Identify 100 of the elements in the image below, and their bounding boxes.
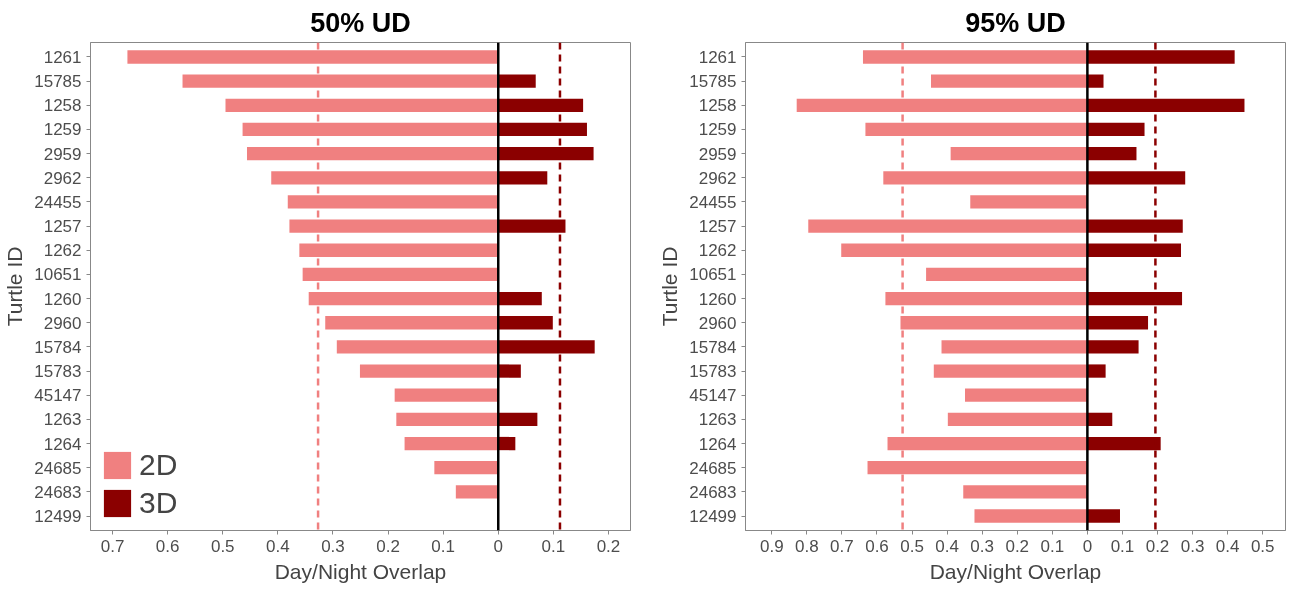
y-tick-label: 1260	[698, 289, 737, 309]
y-tick-label: 15784	[689, 337, 737, 357]
bar	[963, 485, 1088, 499]
y-tick-label: 1262	[43, 241, 82, 261]
bar	[970, 195, 1088, 209]
x-tick-label: 0.5	[1250, 536, 1275, 556]
x-tick-label: 0	[1082, 536, 1093, 556]
y-tick-label: 2960	[43, 313, 82, 333]
y-tick-label: 2959	[698, 144, 737, 164]
legend-label: 2D	[139, 448, 178, 482]
y-tick-label: 24683	[689, 482, 737, 502]
bar	[974, 509, 1088, 523]
bar	[404, 436, 499, 451]
y-tick-label: 10651	[34, 265, 82, 285]
bar	[336, 340, 499, 354]
y-tick-label: 1264	[43, 434, 82, 454]
y-tick-label: 1258	[43, 96, 82, 116]
y-tick-label: 1263	[43, 410, 82, 430]
chart-title: 50% UD	[310, 7, 411, 38]
y-axis-title: Turtle ID	[3, 246, 27, 327]
y-tick-label: 15785	[689, 72, 737, 92]
y-axis-title: Turtle ID	[658, 246, 682, 327]
x-tick-label: 0.7	[830, 536, 854, 556]
x-tick-label: 0	[493, 536, 503, 556]
bar	[965, 388, 1088, 402]
bar	[930, 74, 1088, 88]
bar	[1087, 122, 1145, 137]
bar	[1087, 316, 1149, 330]
y-tick-label: 15785	[34, 72, 82, 92]
x-tick-label: 0.5	[900, 536, 924, 556]
bar	[498, 316, 553, 330]
bar	[394, 388, 499, 402]
x-tick-label: 0.5	[210, 536, 235, 556]
y-tick-label: 2960	[698, 313, 737, 333]
y-tick-label: 24455	[34, 192, 82, 212]
y-tick-label: 10651	[689, 265, 737, 285]
y-tick-label: 2962	[698, 168, 737, 188]
x-tick-label: 0.3	[970, 536, 995, 556]
y-tick-label: 2962	[43, 168, 82, 188]
x-tick-label: 0.6	[155, 536, 180, 556]
y-tick-label: 45147	[689, 386, 737, 406]
bar	[1087, 509, 1120, 523]
x-tick-label: 0.4	[1215, 536, 1240, 556]
chart-title: 95% UD	[965, 7, 1066, 38]
x-tick-label: 0.9	[759, 536, 784, 556]
bar	[498, 291, 542, 306]
y-tick-label: 1259	[43, 120, 82, 140]
y-tick-label: 12499	[689, 507, 737, 526]
y-tick-label: 12499	[34, 507, 82, 526]
bar	[498, 364, 521, 378]
bar	[1087, 146, 1137, 161]
y-tick-label: 1259	[698, 120, 737, 140]
x-tick-label: 0.3	[1180, 536, 1205, 556]
y-tick-label: 1258	[698, 96, 737, 116]
x-tick-label: 0.2	[1145, 536, 1170, 556]
bar	[933, 364, 1088, 378]
x-tick-label: 0.2	[376, 536, 400, 556]
x-tick-label: 0.1	[1110, 536, 1135, 556]
y-tick-label: 1263	[698, 410, 737, 430]
bar	[1087, 412, 1113, 427]
bar	[498, 74, 536, 88]
x-tick-label: 0.4	[266, 536, 290, 556]
y-tick-label: 1261	[43, 48, 82, 67]
y-tick-label: 1260	[43, 289, 82, 309]
x-tick-label: 0.8	[795, 536, 819, 556]
y-tick-label: 24455	[689, 192, 737, 212]
bar	[455, 485, 499, 499]
bar	[1087, 340, 1139, 354]
bar	[947, 412, 1088, 427]
x-tick-label: 0.3	[321, 536, 345, 556]
x-tick-label: 0.4	[935, 536, 959, 556]
y-tick-label: 1257	[43, 217, 82, 237]
bar	[498, 412, 538, 427]
y-tick-label: 1257	[698, 217, 737, 237]
y-tick-label: 24683	[34, 482, 82, 502]
x-tick-label: 0.1	[541, 536, 566, 556]
x-axis-title: Day/Night Overlap	[274, 559, 447, 583]
y-tick-label: 1261	[698, 48, 737, 67]
bar	[434, 461, 499, 475]
legend-label: 3D	[139, 486, 178, 520]
y-tick-label: 1262	[698, 241, 737, 261]
y-tick-label: 24685	[689, 458, 737, 478]
x-tick-label: 0.2	[1005, 536, 1030, 556]
bar	[396, 412, 499, 427]
y-tick-label: 1264	[698, 434, 737, 454]
bar	[941, 340, 1088, 354]
y-tick-label: 15783	[689, 362, 737, 382]
x-tick-label: 0.6	[865, 536, 889, 556]
y-tick-label: 15783	[34, 362, 82, 382]
x-axis-title: Day/Night Overlap	[929, 559, 1102, 583]
y-tick-label: 15784	[34, 337, 82, 357]
y-tick-label: 45147	[34, 386, 82, 406]
bar	[926, 267, 1088, 282]
bar	[950, 146, 1088, 161]
y-tick-label: 2959	[43, 144, 82, 164]
x-tick-label: 0.7	[100, 536, 125, 556]
x-tick-label: 0.1	[431, 536, 455, 556]
x-tick-label: 0.1	[1040, 536, 1065, 556]
bar	[359, 364, 499, 378]
y-tick-label: 24685	[34, 458, 82, 478]
